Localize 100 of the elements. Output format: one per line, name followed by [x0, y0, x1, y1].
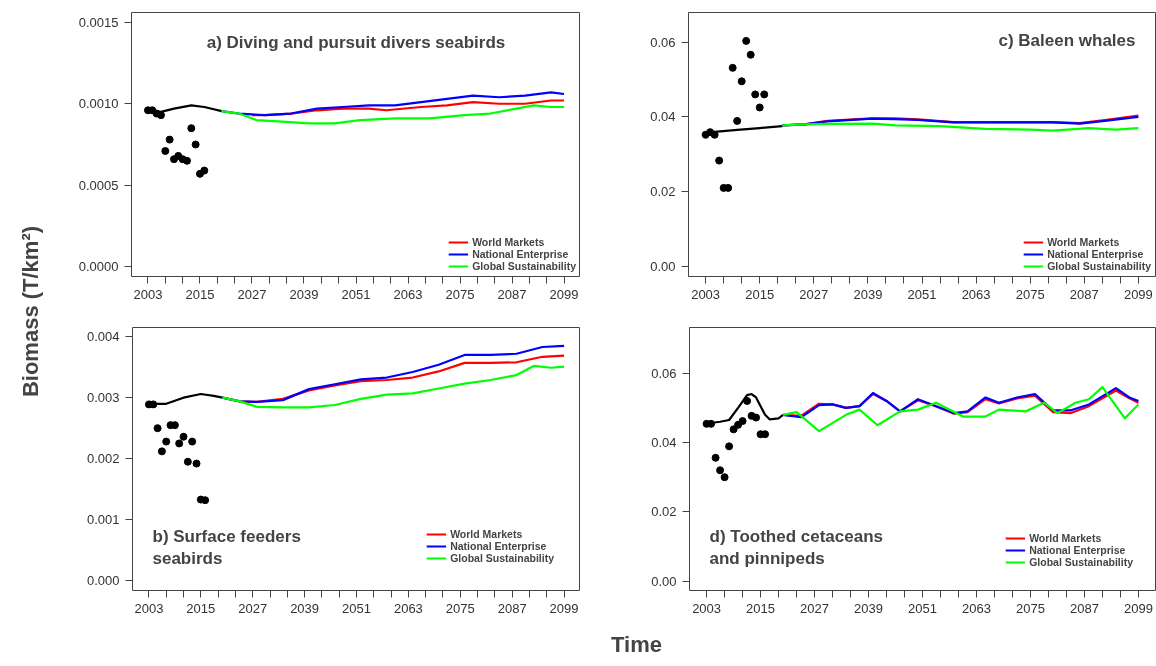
point [156, 111, 165, 120]
y-axis-title: Biomass (T/km²) [18, 225, 43, 398]
x-tick-label: 2051 [907, 286, 937, 302]
y-tick-label: 0.06 [651, 365, 677, 381]
point [715, 156, 724, 165]
text: c) Baleen whales [998, 30, 1136, 50]
legend-label: Global Sustainability [450, 552, 554, 564]
y-tick-label: 0.0005 [78, 177, 119, 193]
legend-label: Global Sustainability [472, 260, 576, 272]
point [200, 166, 209, 175]
point [760, 90, 769, 99]
x-tick-label: 2015 [186, 600, 216, 616]
text: b) Surface feeders seabirds [152, 526, 301, 569]
point [707, 419, 716, 428]
point [162, 437, 171, 446]
y-tick-label: 0.04 [651, 435, 677, 451]
point [755, 103, 764, 112]
x-tick-label: 2027 [237, 286, 267, 302]
x-tick-label: 2003 [134, 600, 164, 616]
x-tick-label: 2003 [691, 286, 721, 302]
point [752, 413, 761, 422]
x-tick-label: 2063 [961, 286, 991, 302]
x-tick-label: 2063 [962, 600, 991, 616]
legend-label: Global Sustainability [1047, 260, 1151, 272]
x-tick-label: 2099 [549, 286, 579, 302]
x-tick-label: 2051 [341, 286, 371, 302]
x-tick-label: 2099 [549, 600, 579, 616]
x-tick-label: 2087 [497, 600, 527, 616]
x-tick-label: 2063 [393, 286, 423, 302]
x-tick-label: 2075 [445, 286, 475, 302]
x-tick-label: 2099 [1123, 600, 1153, 616]
point [161, 147, 170, 156]
y-tick-label: 0.0000 [78, 259, 119, 275]
x-tick-label: 2039 [289, 286, 319, 302]
point [761, 430, 770, 439]
x-tick-label: 2039 [854, 600, 883, 616]
x-tick-label: 2051 [908, 600, 937, 616]
x-tick-label: 2027 [800, 600, 830, 616]
y-tick-label: 0.00 [650, 258, 676, 274]
line-series [781, 122, 1140, 132]
point [175, 439, 184, 448]
point [733, 116, 742, 125]
point [710, 130, 719, 139]
legend-label: Global Sustainability [1029, 556, 1133, 568]
y-tick-label: 0.002 [86, 451, 120, 467]
x-tick-label: 2051 [342, 600, 371, 616]
point [711, 453, 720, 462]
point [153, 424, 162, 433]
x-tick-label: 2087 [1069, 600, 1099, 616]
y-tick-label: 0.0015 [78, 14, 119, 30]
point [187, 124, 196, 133]
x-tick-label: 2075 [1015, 600, 1045, 616]
point [738, 417, 747, 426]
point [183, 457, 192, 466]
point [716, 466, 725, 475]
point [743, 396, 752, 405]
y-tick-label: 0.04 [650, 109, 676, 125]
x-tick-label: 2003 [692, 600, 722, 616]
x-tick-label: 2003 [133, 286, 163, 302]
point [165, 135, 174, 144]
point [188, 437, 197, 446]
y-tick-label: 0.001 [86, 512, 120, 528]
legend-label: National Enterprise [472, 248, 569, 260]
line-series [221, 364, 566, 409]
y-tick-label: 0.004 [86, 329, 120, 345]
legend-label: National Enterprise [450, 540, 547, 552]
legend-label: National Enterprise [1047, 248, 1144, 260]
legend-label: World Markets [472, 236, 545, 248]
point [729, 425, 738, 434]
text: a) Diving and pursuit divers seabirds [206, 32, 506, 52]
point [746, 50, 755, 59]
point [157, 447, 166, 456]
text: d) Toothed cetaceans and pinnipeds [709, 526, 883, 569]
point [201, 496, 210, 505]
line-series [220, 104, 566, 125]
legend-label: World Markets [450, 528, 523, 540]
y-tick-label: 0.0010 [78, 96, 119, 112]
legend-label: World Markets [1029, 532, 1102, 544]
point [728, 63, 737, 72]
y-tick-label: 0.02 [651, 504, 677, 520]
x-tick-label: 2015 [746, 600, 776, 616]
point [179, 432, 188, 441]
point [191, 140, 200, 149]
y-tick-label: 0.06 [650, 34, 676, 50]
x-tick-label: 2075 [445, 600, 475, 616]
x-tick-label: 2087 [1069, 286, 1099, 302]
point [737, 77, 746, 86]
line-series [781, 386, 1140, 433]
x-axis-title: Time [611, 632, 662, 657]
x-tick-label: 2063 [393, 600, 423, 616]
y-tick-label: 0.003 [86, 390, 120, 406]
point [724, 183, 733, 192]
x-tick-label: 2099 [1123, 286, 1153, 302]
x-tick-label: 2015 [185, 286, 215, 302]
x-tick-label: 2039 [853, 286, 883, 302]
y-tick-label: 0.02 [650, 184, 676, 200]
point [742, 36, 751, 45]
point [725, 442, 734, 451]
x-tick-label: 2075 [1015, 286, 1045, 302]
x-tick-label: 2027 [799, 286, 829, 302]
